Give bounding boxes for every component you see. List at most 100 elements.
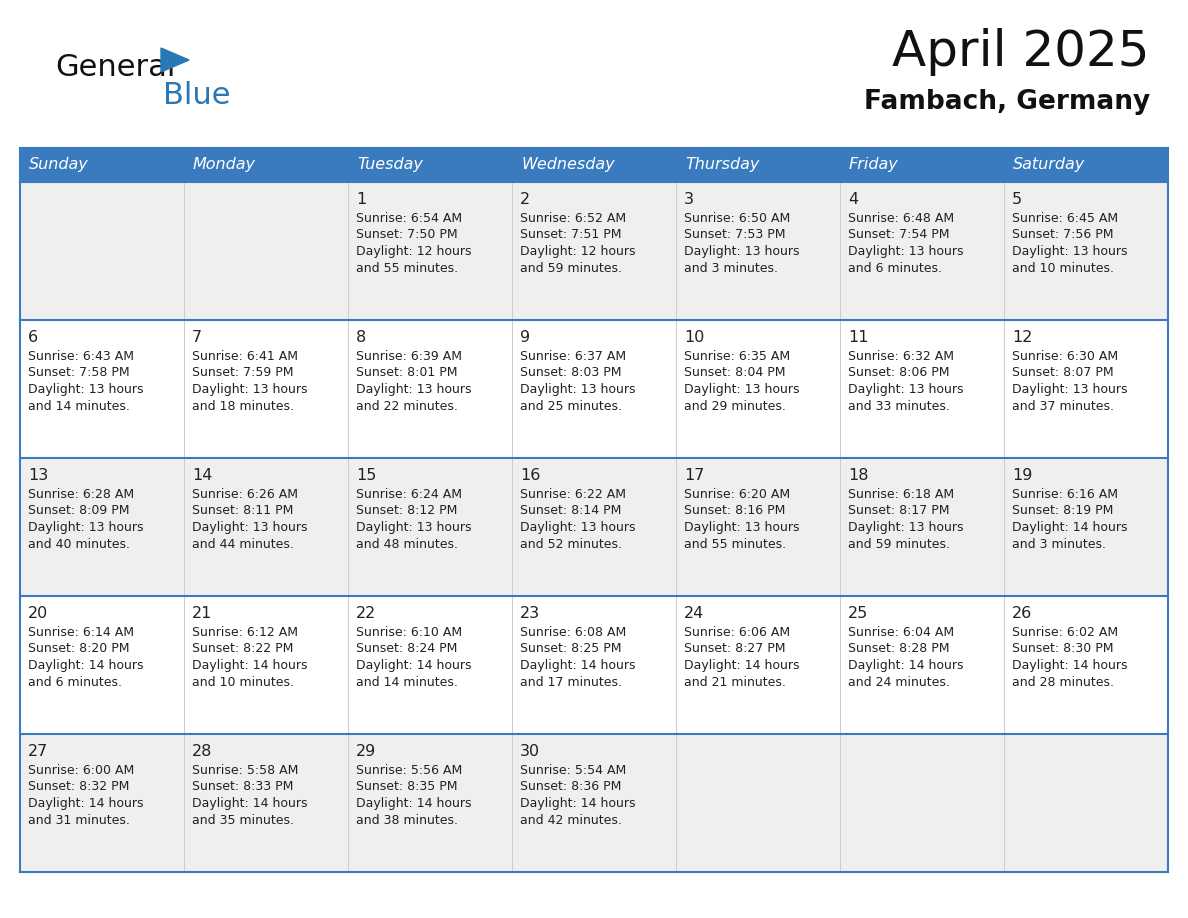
Text: Daylight: 14 hours: Daylight: 14 hours (520, 797, 636, 810)
Text: 29: 29 (356, 744, 377, 759)
Text: and 24 minutes.: and 24 minutes. (848, 676, 950, 688)
Text: Sunset: 8:09 PM: Sunset: 8:09 PM (29, 505, 129, 518)
Text: and 42 minutes.: and 42 minutes. (520, 813, 621, 826)
Text: and 17 minutes.: and 17 minutes. (520, 676, 623, 688)
Text: Fambach, Germany: Fambach, Germany (864, 89, 1150, 115)
Text: Daylight: 12 hours: Daylight: 12 hours (520, 245, 636, 258)
Bar (20, 182, 1168, 320)
Text: and 10 minutes.: and 10 minutes. (1012, 262, 1114, 274)
Text: Sunset: 8:19 PM: Sunset: 8:19 PM (1012, 505, 1113, 518)
Text: and 22 minutes.: and 22 minutes. (356, 399, 457, 412)
Text: Daylight: 14 hours: Daylight: 14 hours (29, 797, 144, 810)
Text: Sunset: 8:14 PM: Sunset: 8:14 PM (520, 505, 621, 518)
Text: Sunrise: 6:37 AM: Sunrise: 6:37 AM (520, 350, 626, 363)
Text: 2: 2 (520, 192, 530, 207)
Text: 25: 25 (848, 606, 868, 621)
Text: Saturday: Saturday (1013, 158, 1086, 173)
Text: 12: 12 (1012, 330, 1032, 345)
Text: Daylight: 13 hours: Daylight: 13 hours (356, 521, 472, 534)
Text: Sunset: 8:04 PM: Sunset: 8:04 PM (684, 366, 785, 379)
Text: Daylight: 14 hours: Daylight: 14 hours (356, 659, 472, 672)
Text: Sunrise: 6:06 AM: Sunrise: 6:06 AM (684, 626, 790, 639)
Text: Sunset: 8:07 PM: Sunset: 8:07 PM (1012, 366, 1113, 379)
Text: and 40 minutes.: and 40 minutes. (29, 538, 129, 551)
Text: Daylight: 13 hours: Daylight: 13 hours (1012, 383, 1127, 396)
Text: Sunrise: 6:22 AM: Sunrise: 6:22 AM (520, 488, 626, 501)
Text: and 59 minutes.: and 59 minutes. (848, 538, 950, 551)
Text: Sunset: 8:28 PM: Sunset: 8:28 PM (848, 643, 949, 655)
Text: and 48 minutes.: and 48 minutes. (356, 538, 459, 551)
Text: Sunrise: 6:39 AM: Sunrise: 6:39 AM (356, 350, 462, 363)
Text: 28: 28 (192, 744, 213, 759)
Text: Sunset: 8:01 PM: Sunset: 8:01 PM (356, 366, 457, 379)
Text: and 38 minutes.: and 38 minutes. (356, 813, 459, 826)
Text: Sunrise: 6:52 AM: Sunrise: 6:52 AM (520, 212, 626, 225)
Text: Sunrise: 6:10 AM: Sunrise: 6:10 AM (356, 626, 462, 639)
Text: Monday: Monday (192, 158, 255, 173)
Text: Daylight: 13 hours: Daylight: 13 hours (684, 521, 800, 534)
Bar (20, 734, 1168, 872)
Text: Daylight: 13 hours: Daylight: 13 hours (192, 383, 308, 396)
Text: Daylight: 14 hours: Daylight: 14 hours (848, 659, 963, 672)
Polygon shape (162, 48, 189, 72)
Text: and 21 minutes.: and 21 minutes. (684, 676, 786, 688)
Text: 1: 1 (356, 192, 366, 207)
Text: 23: 23 (520, 606, 541, 621)
Bar (20, 320, 1168, 458)
Text: Sunrise: 6:12 AM: Sunrise: 6:12 AM (192, 626, 298, 639)
Text: 3: 3 (684, 192, 694, 207)
Text: Sunset: 8:11 PM: Sunset: 8:11 PM (192, 505, 293, 518)
Text: 9: 9 (520, 330, 530, 345)
Text: 20: 20 (29, 606, 49, 621)
Text: Sunset: 8:24 PM: Sunset: 8:24 PM (356, 643, 457, 655)
Text: Sunset: 8:35 PM: Sunset: 8:35 PM (356, 780, 457, 793)
Text: and 29 minutes.: and 29 minutes. (684, 399, 786, 412)
Text: and 35 minutes.: and 35 minutes. (192, 813, 293, 826)
Text: 5: 5 (1012, 192, 1022, 207)
Text: April 2025: April 2025 (892, 28, 1150, 76)
Text: 16: 16 (520, 468, 541, 483)
Text: Sunrise: 6:08 AM: Sunrise: 6:08 AM (520, 626, 626, 639)
Text: 13: 13 (29, 468, 49, 483)
Text: Sunset: 8:30 PM: Sunset: 8:30 PM (1012, 643, 1113, 655)
Text: Daylight: 13 hours: Daylight: 13 hours (356, 383, 472, 396)
Text: General: General (55, 53, 176, 83)
Text: 4: 4 (848, 192, 858, 207)
Text: Sunrise: 5:58 AM: Sunrise: 5:58 AM (192, 764, 298, 777)
Text: 10: 10 (684, 330, 704, 345)
Text: Daylight: 12 hours: Daylight: 12 hours (356, 245, 472, 258)
Text: 26: 26 (1012, 606, 1032, 621)
Text: Sunset: 7:56 PM: Sunset: 7:56 PM (1012, 229, 1113, 241)
Text: Sunset: 7:53 PM: Sunset: 7:53 PM (684, 229, 785, 241)
Text: Sunrise: 6:45 AM: Sunrise: 6:45 AM (1012, 212, 1118, 225)
Text: Daylight: 13 hours: Daylight: 13 hours (29, 521, 144, 534)
Text: and 18 minutes.: and 18 minutes. (192, 399, 293, 412)
Text: Daylight: 13 hours: Daylight: 13 hours (192, 521, 308, 534)
Text: Sunset: 7:51 PM: Sunset: 7:51 PM (520, 229, 621, 241)
Text: 18: 18 (848, 468, 868, 483)
Text: Sunset: 8:12 PM: Sunset: 8:12 PM (356, 505, 457, 518)
Text: Sunset: 8:27 PM: Sunset: 8:27 PM (684, 643, 785, 655)
Text: and 14 minutes.: and 14 minutes. (29, 399, 129, 412)
Text: Sunset: 8:36 PM: Sunset: 8:36 PM (520, 780, 621, 793)
Text: Sunset: 8:33 PM: Sunset: 8:33 PM (192, 780, 293, 793)
Text: Wednesday: Wednesday (522, 158, 614, 173)
Text: Sunrise: 6:35 AM: Sunrise: 6:35 AM (684, 350, 790, 363)
Text: Sunset: 8:20 PM: Sunset: 8:20 PM (29, 643, 129, 655)
Text: Sunrise: 6:02 AM: Sunrise: 6:02 AM (1012, 626, 1118, 639)
Text: Sunset: 8:03 PM: Sunset: 8:03 PM (520, 366, 621, 379)
Text: Daylight: 13 hours: Daylight: 13 hours (848, 383, 963, 396)
Text: Sunset: 8:17 PM: Sunset: 8:17 PM (848, 505, 949, 518)
Text: 11: 11 (848, 330, 868, 345)
Text: 7: 7 (192, 330, 202, 345)
Text: Daylight: 14 hours: Daylight: 14 hours (356, 797, 472, 810)
Text: 21: 21 (192, 606, 213, 621)
Text: Sunset: 8:25 PM: Sunset: 8:25 PM (520, 643, 621, 655)
Text: Sunrise: 6:20 AM: Sunrise: 6:20 AM (684, 488, 790, 501)
Text: Sunday: Sunday (29, 158, 89, 173)
Text: 22: 22 (356, 606, 377, 621)
Text: Sunrise: 6:43 AM: Sunrise: 6:43 AM (29, 350, 134, 363)
Text: Thursday: Thursday (685, 158, 759, 173)
Text: and 55 minutes.: and 55 minutes. (356, 262, 459, 274)
Text: Sunset: 7:50 PM: Sunset: 7:50 PM (356, 229, 457, 241)
